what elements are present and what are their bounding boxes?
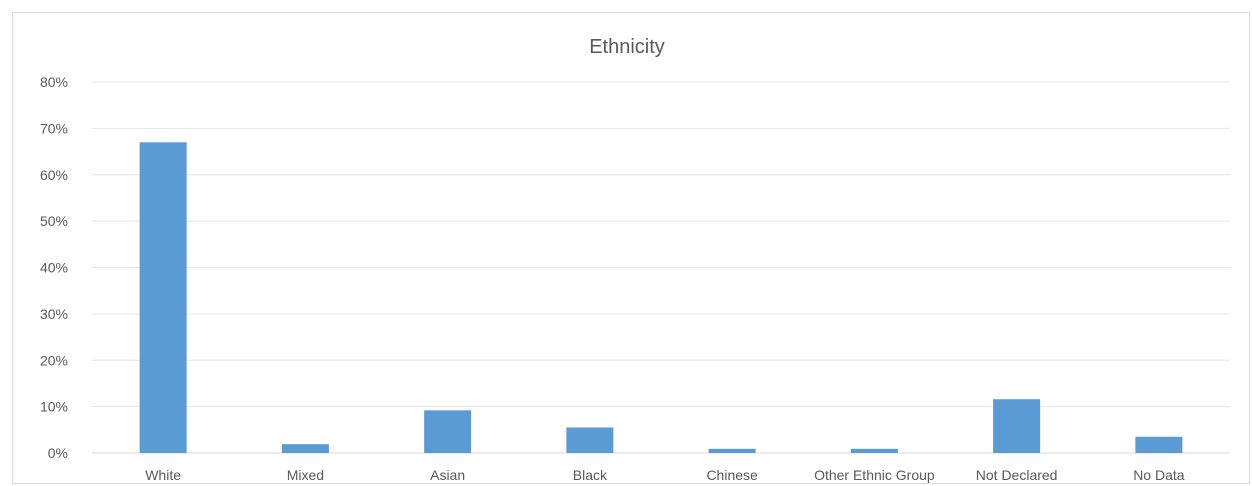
bar-white (139, 142, 187, 453)
x-tick-label: Black (573, 467, 608, 483)
bar-not-declared (993, 399, 1041, 453)
bar-mixed (281, 444, 329, 453)
x-tick-label: Asian (430, 467, 465, 483)
y-tick-label: 20% (40, 352, 68, 368)
x-tick-label: Chinese (706, 467, 758, 483)
x-axis-labels: White Mixed Asian Black Chinese Other Ethnic … (145, 467, 1185, 483)
bar-chinese (708, 448, 756, 453)
x-tick-label: Other Ethnic Group (814, 467, 935, 483)
y-tick-label: 50% (40, 213, 68, 229)
y-tick-label: 30% (40, 306, 68, 322)
y-tick-label: 10% (40, 399, 68, 415)
bars (139, 142, 1183, 453)
bar-asian (424, 410, 472, 453)
x-tick-label: Not Declared (976, 467, 1058, 483)
x-tick-label: White (145, 467, 181, 483)
bar-black (566, 427, 614, 453)
gridlines (92, 81, 1230, 454)
chart-title: Ethnicity (589, 36, 665, 58)
bar-no-data (1135, 436, 1183, 453)
y-tick-label: 80% (40, 74, 68, 90)
y-tick-label: 40% (40, 260, 68, 276)
y-tick-label: 0% (48, 445, 68, 461)
y-tick-label: 60% (40, 167, 68, 183)
bar-other-ethnic-group (850, 448, 898, 453)
y-tick-label: 70% (40, 120, 68, 136)
chart-frame (12, 12, 1250, 484)
y-axis-ticks: 0% 10% 20% 30% 40% 50% 60% 70% 80% (40, 74, 68, 461)
x-tick-label: No Data (1133, 467, 1185, 483)
x-tick-label: Mixed (287, 467, 324, 483)
